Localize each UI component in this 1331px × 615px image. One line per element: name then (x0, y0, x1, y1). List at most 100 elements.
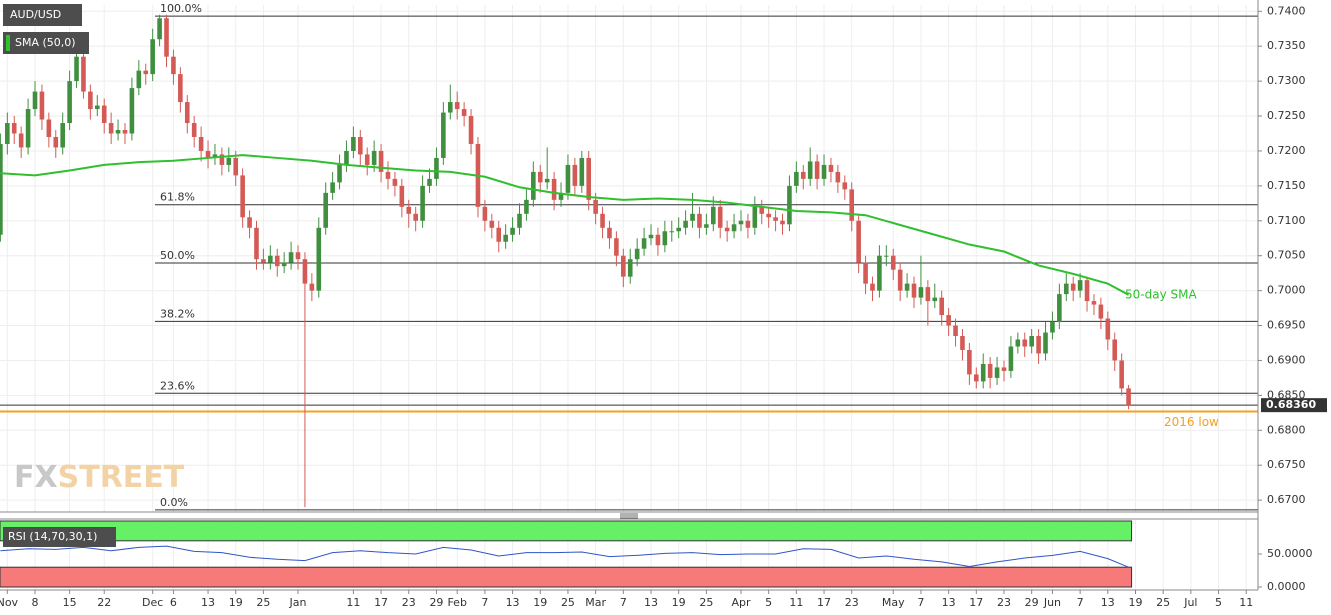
candle-body (835, 171, 841, 183)
candle-body (1119, 360, 1124, 389)
candle-body (1070, 283, 1076, 291)
candle-body (233, 157, 239, 176)
candle-body (205, 150, 211, 158)
candle-body (634, 248, 640, 260)
candle-body (171, 56, 176, 75)
candle-body (88, 91, 93, 110)
candle-body (974, 374, 979, 382)
candle-body (94, 105, 100, 110)
candle-body (164, 18, 169, 57)
candle-body (447, 102, 453, 113)
x-tick-label: Nov (0, 596, 19, 609)
resize-handle[interactable] (620, 513, 638, 519)
candle-body (1008, 346, 1014, 371)
y-tick-label: 0.7150 (1267, 179, 1306, 192)
candle-body (794, 171, 799, 186)
x-tick-label: 19 (1128, 596, 1142, 609)
last-price-label: 0.68360 (1266, 398, 1316, 411)
rsi-oversold-band (0, 566, 1133, 588)
x-tick-label: 13 (644, 596, 658, 609)
y-tick-label: 0.7050 (1267, 249, 1306, 262)
fib-label: 38.2% (160, 307, 195, 320)
rsi-line (0, 545, 1129, 568)
candle-body (503, 234, 508, 242)
x-tick-label: 7 (1077, 596, 1084, 609)
candle-body (39, 91, 45, 120)
candle-body (1001, 367, 1007, 371)
candle-body (579, 157, 585, 186)
candle-body (122, 130, 128, 134)
y-tick-label: 0.7200 (1267, 144, 1306, 157)
candle-body (904, 283, 910, 291)
candle-body (316, 227, 322, 291)
fib-label: 0.0% (160, 496, 188, 509)
candle-body (364, 154, 370, 165)
candle-body (1098, 304, 1104, 319)
candle-body (676, 227, 681, 232)
candle-body (572, 164, 578, 186)
candle-body (489, 220, 495, 228)
candle-body (198, 136, 204, 151)
candle-body (697, 213, 702, 228)
candle-body (780, 220, 785, 225)
candle-body (1105, 318, 1111, 340)
x-tick-label: 17 (817, 596, 831, 609)
candle-body (441, 112, 446, 158)
candle-body (1091, 301, 1097, 305)
candle-body (863, 262, 868, 284)
candle-body (108, 123, 114, 134)
candle-body (81, 56, 86, 92)
candle-body (420, 185, 425, 221)
symbol-box[interactable] (3, 4, 82, 26)
x-tick-label: Mar (585, 596, 606, 609)
candle-body (351, 136, 356, 151)
candle-body (800, 171, 806, 179)
candle-body (911, 283, 917, 298)
y-tick-label: 0.6800 (1267, 423, 1306, 436)
x-tick-label: 25 (561, 596, 575, 609)
fib-label: 23.6% (160, 379, 195, 392)
candle-body (330, 182, 335, 193)
watermark-fx: FX (14, 460, 58, 495)
candle-body (496, 227, 502, 242)
candle-body (468, 116, 474, 144)
candle-body (856, 220, 861, 263)
x-tick-label: Dec (142, 596, 163, 609)
candle-body (212, 154, 218, 158)
x-tick-label: 25 (256, 596, 270, 609)
x-tick-label: 7 (620, 596, 627, 609)
candle-body (136, 70, 142, 89)
candle-body (932, 297, 938, 302)
candle-body (884, 255, 889, 257)
x-tick-label: 22 (97, 596, 111, 609)
candle-body (607, 227, 612, 239)
candle-body (261, 259, 266, 263)
candle-body (46, 119, 52, 137)
candle-body (115, 130, 121, 134)
candle-body (600, 213, 605, 228)
candle-body (67, 81, 72, 124)
x-tick-label: 17 (969, 596, 983, 609)
candle-body (662, 231, 668, 246)
candle-body (766, 213, 771, 218)
x-tick-label: Jan (289, 596, 307, 609)
x-tick-label: 7 (481, 596, 488, 609)
candle-body (565, 164, 571, 193)
fib-label: 50.0% (160, 249, 195, 262)
indicator-box[interactable] (3, 32, 89, 54)
candle-body (281, 262, 287, 267)
candle-body (129, 88, 135, 134)
candle-body (828, 164, 834, 172)
candle-body (551, 178, 557, 200)
candle-body (247, 217, 252, 228)
candle-body (648, 234, 654, 239)
rsi-box[interactable] (3, 527, 116, 547)
candle-body (745, 220, 751, 228)
x-tick-label: 13 (1101, 596, 1115, 609)
candle-body (434, 157, 439, 179)
y-tick-label: 0.7250 (1267, 109, 1306, 122)
x-tick-label: 13 (942, 596, 956, 609)
last-price-box (1261, 398, 1327, 413)
candle-body (918, 287, 924, 298)
x-tick-label: 23 (997, 596, 1011, 609)
